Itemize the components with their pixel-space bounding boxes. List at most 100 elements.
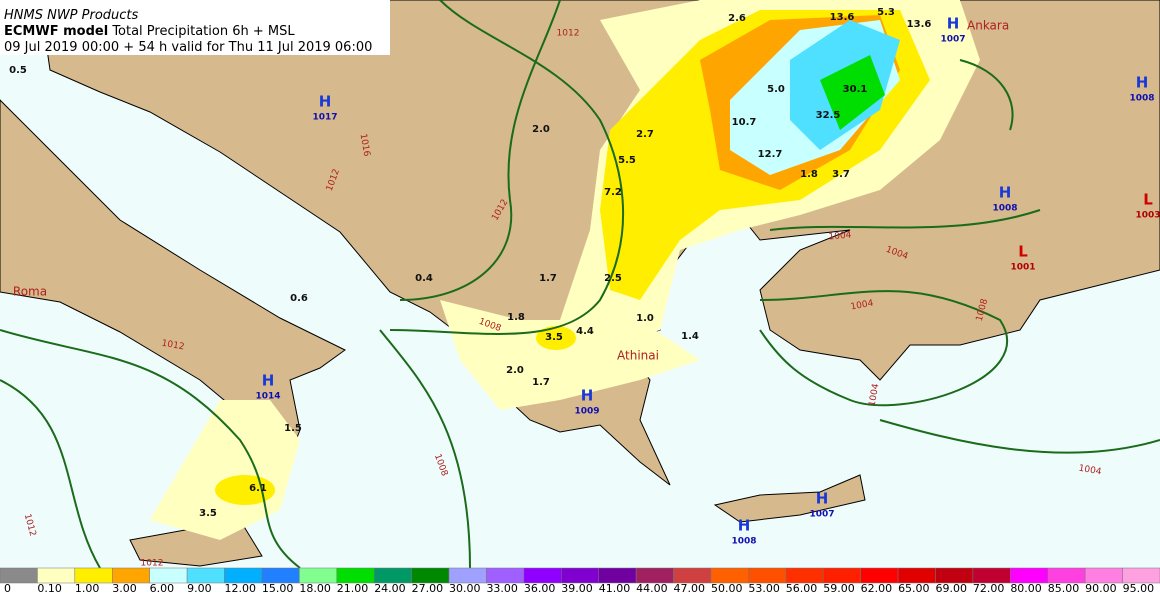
precip-label: 1.7 [532,377,550,388]
pressure-value: 1014 [255,392,280,402]
legend-label: 3.00 [112,582,136,594]
precip-label: 30.1 [843,84,868,95]
legend-label: 21.00 [337,582,369,594]
isobar [0,379,101,569]
pressure-letter: H [999,184,1012,202]
pressure-value: 1003 [1135,211,1160,221]
legend-swatch [186,567,225,584]
legend-label: 24.00 [374,582,406,594]
header-source: HNMS NWP Products [4,8,139,23]
pressure-letter: H [738,517,751,535]
legend-label: 56.00 [786,582,818,594]
precipitation [150,0,980,540]
legend-label: 30.00 [449,582,481,594]
legend-swatch [1122,567,1160,584]
legend-label: 72.00 [973,582,1005,594]
precip-label: 10.7 [732,117,757,128]
legend-label: 50.00 [711,582,743,594]
isobar [879,419,1160,454]
precip-label: 5.5 [618,155,636,166]
header-model: ECMWF model [4,24,108,39]
legend-swatch [299,567,338,584]
isobar-label: 1016 [358,133,372,158]
legend-swatch [935,567,974,584]
legend-label: 9.00 [187,582,212,594]
precip-label: 1.8 [507,312,525,323]
pressure-value: 1008 [1129,94,1154,104]
legend-swatch [486,567,525,584]
legend-swatch [37,567,76,584]
precip-label: 1.0 [636,313,654,324]
precip-label: 5.0 [767,84,785,95]
legend-label: 27.00 [412,582,444,594]
legend-label: 39.00 [561,582,593,594]
legend-swatch [1047,567,1086,584]
pressure-value: 1008 [992,204,1017,214]
legend-swatch [710,567,749,584]
legend-swatch [785,567,824,584]
precip-label: 3.5 [545,332,563,343]
precip-greece [440,300,700,410]
legend-label: 69.00 [935,582,967,594]
precip-label: 1.5 [284,423,302,434]
legend-label: 6.00 [150,582,175,594]
legend-swatch [860,567,899,584]
precip-label: 2.6 [728,13,746,24]
legend-label: 80.00 [1010,582,1041,594]
legend-swatch [149,567,188,584]
precip-label: 13.6 [830,12,855,23]
legend-swatch [373,567,412,584]
isobar-label: 1004 [868,383,882,408]
legend-label: 18.00 [299,582,331,594]
legend-label: 59.00 [823,582,855,594]
legend-label: 12.00 [225,582,256,594]
legend-swatch [0,567,38,584]
precip-label: 0.6 [290,293,308,304]
legend-swatch [411,567,450,584]
precip-label: 7.2 [604,187,622,198]
legend-swatch [822,567,861,584]
precip-label: 6.1 [249,483,267,494]
isobar [769,209,1041,231]
pressure-letter: L [1143,191,1153,209]
pressure-letter: H [1136,74,1149,92]
isobar-label: 1012 [161,339,185,353]
precip-label: 3.7 [832,169,850,180]
pressure-letter: H [319,93,332,111]
isobar [759,290,1009,407]
pressure-letter: H [262,372,275,390]
isobar-label: 1012 [141,559,164,569]
legend-swatch [598,567,637,584]
land-crete [713,474,866,523]
isobar-label: 1012 [557,29,580,39]
precip-label: 1.8 [800,169,818,180]
precip-label: 0.5 [9,65,27,76]
precip-label: 2.5 [604,273,622,284]
legend-swatch [897,567,936,584]
pressure-letter: L [1018,243,1028,261]
precip-label: 2.0 [506,365,524,376]
pressure-letter: H [581,387,594,405]
isobar [959,59,1014,131]
header-box [0,0,390,55]
precip-label: 3.5 [199,508,217,519]
legend-swatch [523,567,562,584]
legend-label: 62.00 [861,582,893,594]
legend-label: 0.10 [37,582,62,594]
isobar-label: 1004 [850,299,875,313]
precip-label: 32.5 [816,110,841,121]
pressure-letter: H [816,490,829,508]
pressure-value: 1001 [1010,263,1035,273]
isobar [0,329,301,569]
legend-swatch [1010,567,1048,584]
legend-swatch [74,567,113,584]
header-product: ECMWF model Total Precipitation 6h + MSL [4,24,295,39]
legend-label: 33.00 [486,582,518,594]
precip-label: 1.4 [681,331,699,342]
legend-swatch [748,567,787,584]
pressure-value: 1008 [731,537,756,547]
legend-label: 15.00 [262,582,294,594]
isobar [399,0,561,301]
precip-label: 13.6 [907,19,932,30]
